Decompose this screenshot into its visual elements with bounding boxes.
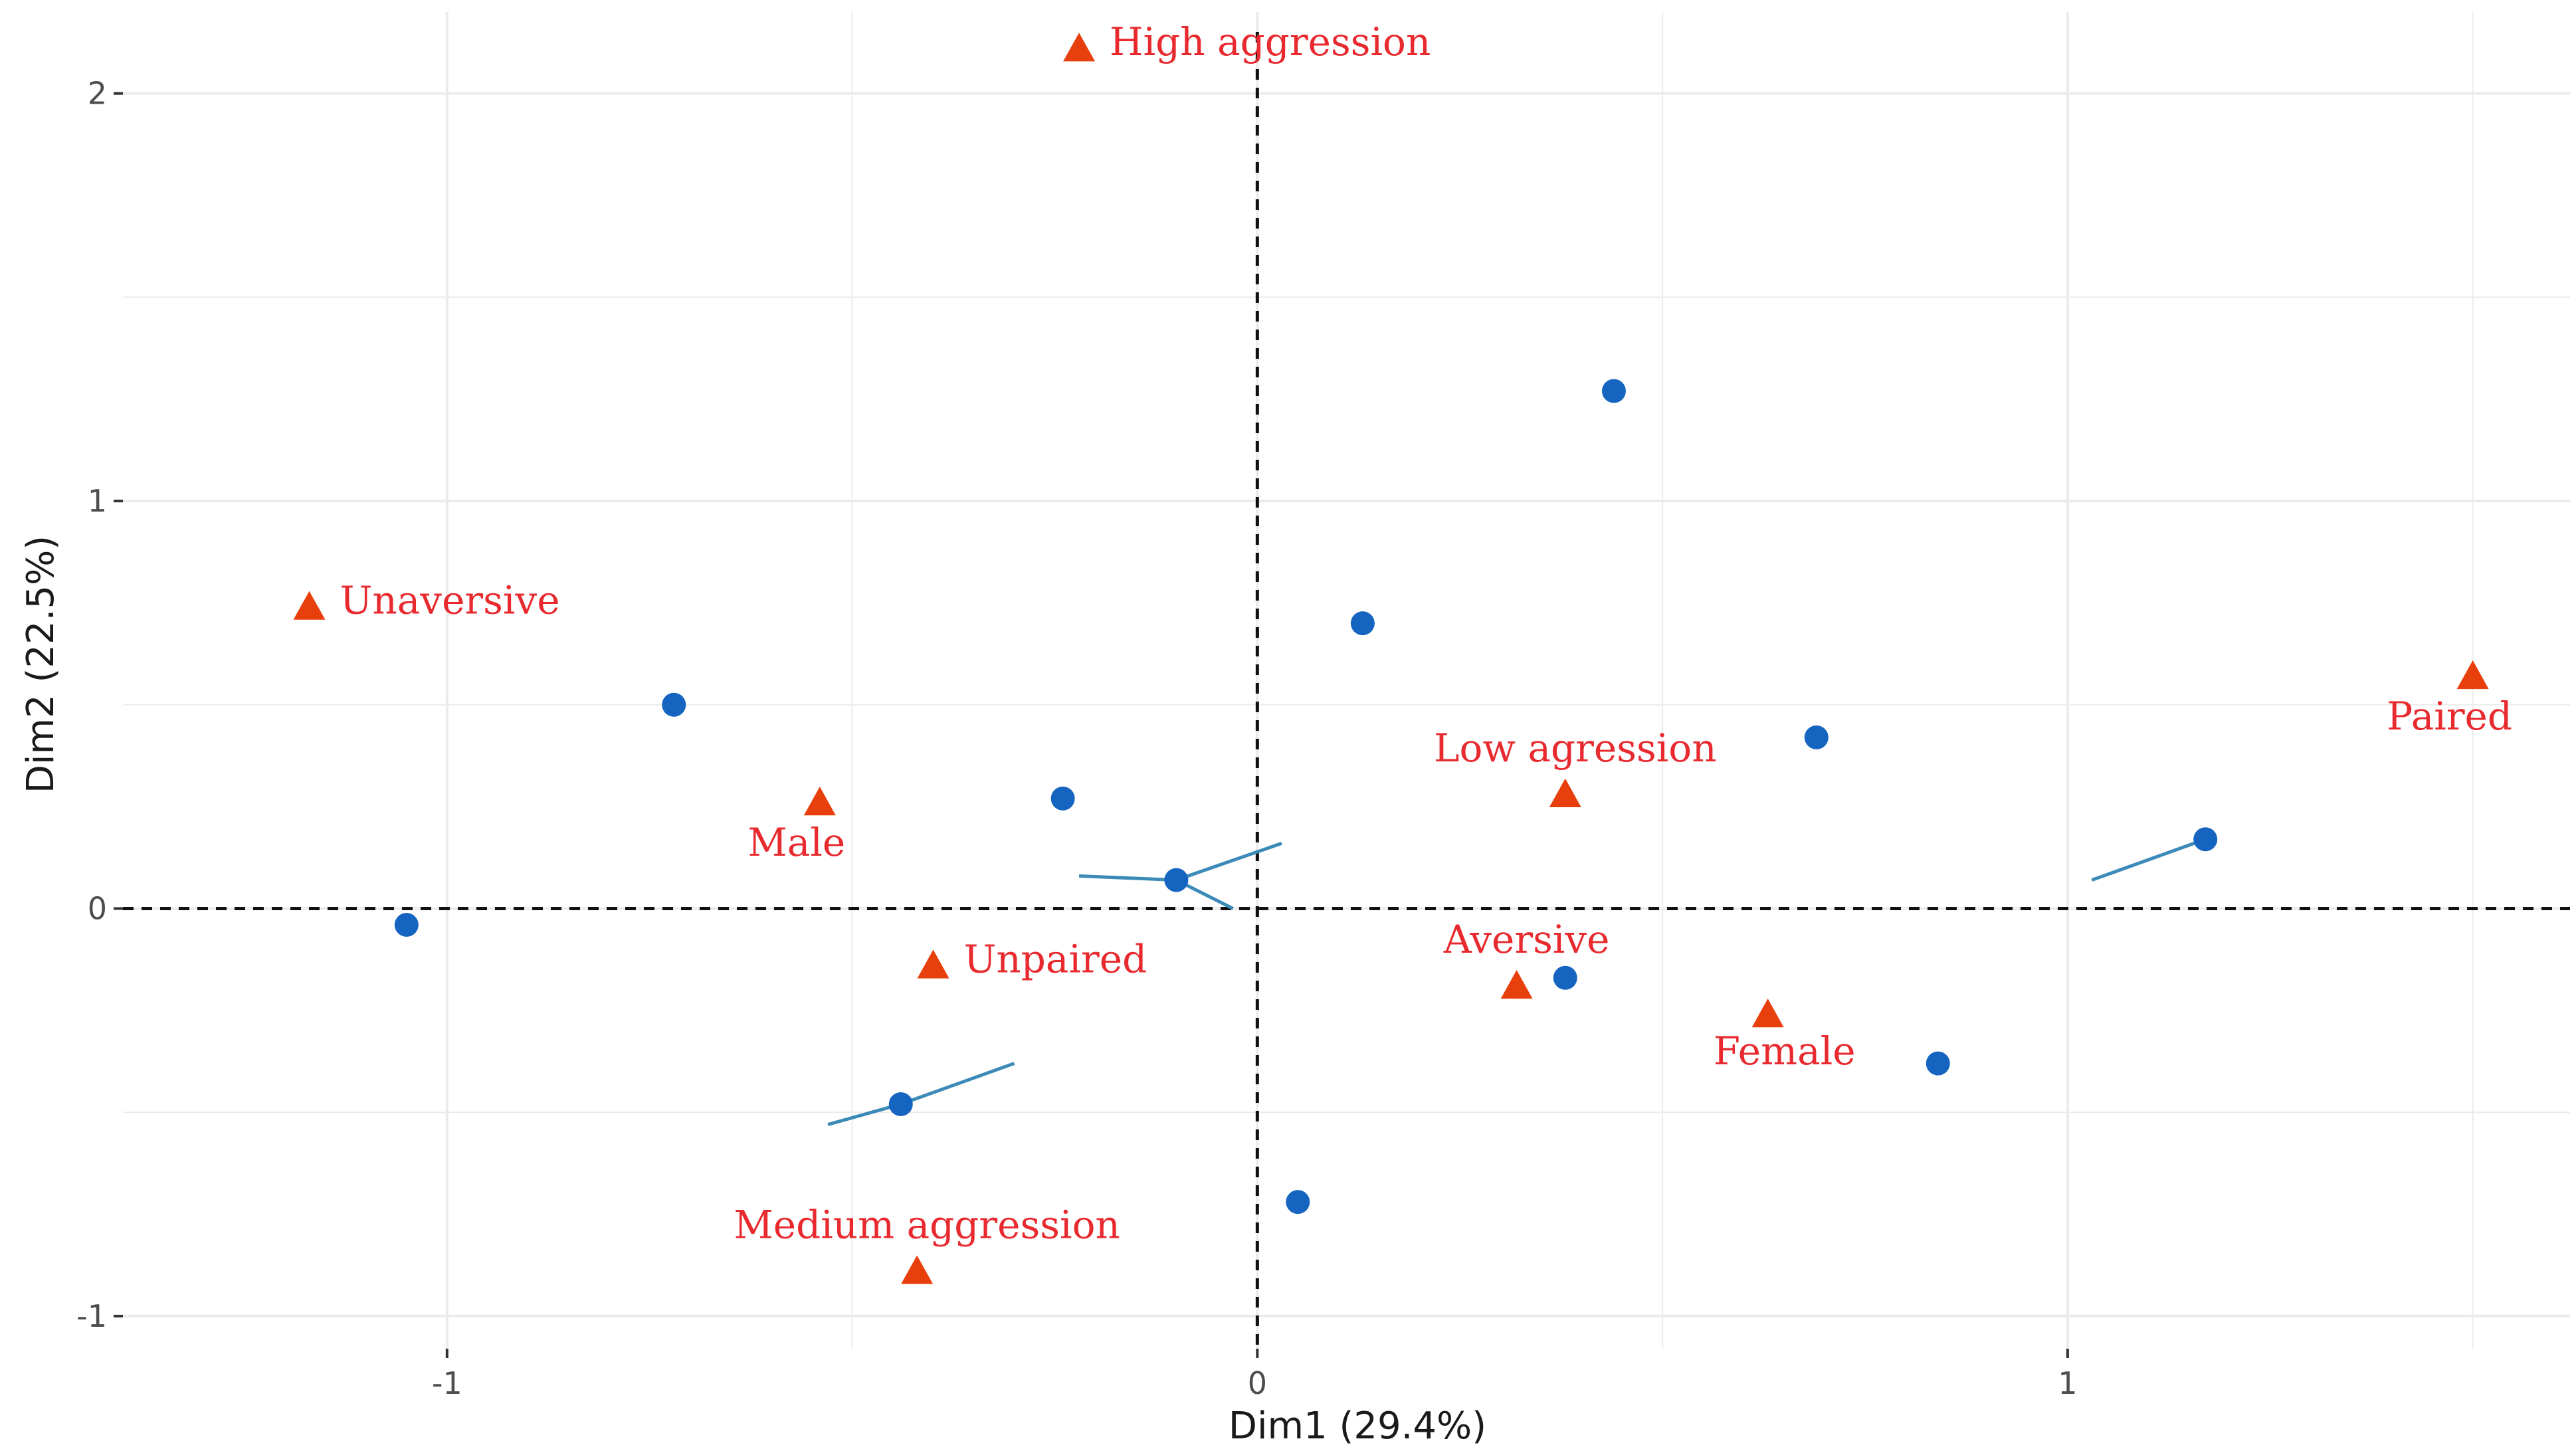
- category-point: [293, 591, 326, 620]
- x-tick-label: -1: [432, 1365, 462, 1401]
- y-tick-label: -1: [76, 1298, 107, 1334]
- x-axis-title: Dim1 (29.4%): [1229, 1405, 1486, 1448]
- individual-point: [662, 692, 686, 717]
- y-tick-label: 2: [88, 76, 107, 112]
- individual-point: [1804, 725, 1829, 749]
- segments: [827, 837, 2207, 1127]
- connector-segment: [1078, 874, 1177, 882]
- category-label: Female: [1714, 1028, 1856, 1074]
- connector-segment: [2091, 837, 2207, 882]
- category-label: Unaversive: [340, 578, 559, 623]
- category-label: Male: [747, 820, 845, 865]
- category-point: [1063, 33, 1096, 62]
- individual-point: [2193, 827, 2218, 852]
- category-point: [2456, 660, 2489, 690]
- grid: [123, 12, 2570, 1349]
- category-point: [901, 1255, 934, 1284]
- connector-segment: [1175, 842, 1282, 882]
- category-label: Medium aggression: [734, 1202, 1120, 1247]
- category-label: Low agression: [1434, 726, 1717, 771]
- x-tick-label: 0: [1248, 1365, 1267, 1401]
- individual-points: [394, 379, 2218, 1214]
- category-point: [917, 949, 949, 979]
- individual-point: [1164, 868, 1189, 892]
- connector-segment: [900, 1062, 1015, 1106]
- category-label: Aversive: [1443, 917, 1610, 962]
- individual-point: [1286, 1190, 1310, 1214]
- individual-point: [1050, 786, 1075, 811]
- category-point: [1751, 999, 1784, 1028]
- category-point: [1549, 778, 1581, 807]
- individual-point: [1350, 611, 1375, 636]
- reference-lines: [123, 32, 2570, 1349]
- connector-segment: [827, 1102, 902, 1127]
- category-points: High aggression Unaversive Male Unpaired Med…: [293, 19, 2512, 1284]
- category-point: [803, 787, 836, 816]
- axes: -1 0 1 -1 0 1 2: [76, 76, 2077, 1401]
- y-tick-label: 0: [88, 891, 107, 927]
- individual-point: [888, 1092, 913, 1116]
- individual-point: [1601, 379, 1626, 403]
- x-tick-label: 1: [2058, 1365, 2077, 1401]
- individual-point: [1553, 965, 1577, 990]
- category-point: [1500, 970, 1533, 999]
- y-axis-title: Dim2 (22.5%): [19, 535, 62, 793]
- individual-point: [1926, 1051, 1950, 1076]
- category-label: Paired: [2387, 694, 2512, 739]
- category-label: Unpaired: [964, 936, 1147, 981]
- y-tick-label: 1: [88, 483, 107, 519]
- individual-point: [394, 913, 419, 937]
- category-label: High aggression: [1110, 19, 1431, 64]
